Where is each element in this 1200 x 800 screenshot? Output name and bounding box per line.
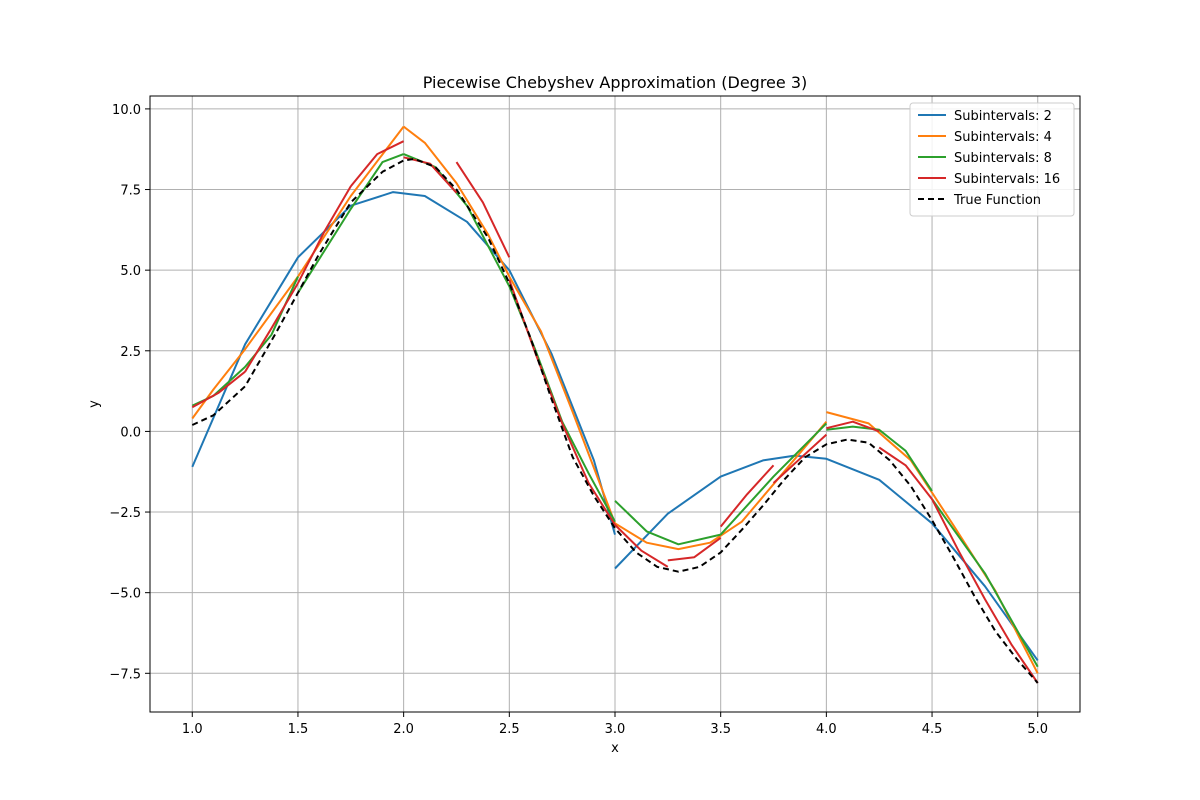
x-tick-label: 1.0 [182, 722, 203, 737]
series-line-subintervals-4 [191, 125, 1039, 674]
legend-item: Subintervals: 2 [918, 109, 1052, 124]
y-tick-label: 5.0 [120, 264, 141, 279]
x-tick-label: 3.5 [710, 722, 731, 737]
y-tick-label: −2.5 [109, 506, 141, 521]
series-subintervals-4 [191, 125, 1039, 674]
x-tick-label: 2.0 [393, 722, 414, 737]
y-tick-label: 7.5 [120, 184, 141, 199]
legend-item: Subintervals: 4 [918, 130, 1052, 145]
y-tick-label: 0.0 [120, 425, 141, 440]
legend-item: True Function [918, 193, 1041, 208]
x-tick-label: 1.5 [288, 722, 309, 737]
legend-label: Subintervals: 4 [954, 130, 1052, 145]
x-tick-label: 2.5 [499, 722, 520, 737]
legend-item: Subintervals: 8 [918, 151, 1052, 166]
y-tick-label: −5.0 [109, 587, 141, 602]
legend: Subintervals: 2 Subintervals: 4 Subinterva… [909, 102, 1075, 217]
series-subintervals-2 [191, 191, 1039, 661]
y-tick-label: −7.5 [109, 667, 141, 682]
series-line-true-function [191, 157, 1039, 684]
legend-label: True Function [953, 193, 1041, 208]
axis-ticks: 1.0 1.5 2.0 2.5 3.0 3.5 4.0 4.5 5.0 −7.5 −5.0 −2.5 0… [109, 103, 1048, 737]
legend-label: Subintervals: 16 [954, 172, 1060, 187]
plot-lines [191, 125, 1039, 684]
legend-label: Subintervals: 2 [954, 109, 1052, 124]
x-axis-label: x [611, 741, 619, 756]
y-axis-label: y [87, 400, 102, 408]
legend-item: Subintervals: 16 [918, 172, 1060, 187]
legend-label: Subintervals: 8 [954, 151, 1052, 166]
x-tick-label: 4.5 [922, 722, 943, 737]
series-line-subintervals-16 [191, 140, 1039, 684]
x-tick-label: 4.0 [816, 722, 837, 737]
x-tick-label: 3.0 [605, 722, 626, 737]
y-tick-label: 10.0 [112, 103, 141, 118]
legend-box [909, 102, 1075, 217]
x-tick-label: 5.0 [1027, 722, 1048, 737]
series-line-subintervals-2 [191, 191, 1039, 661]
series-subintervals-16 [191, 140, 1039, 684]
y-tick-label: 2.5 [120, 345, 141, 360]
chart-title: Piecewise Chebyshev Approximation (Degre… [423, 73, 807, 92]
series-true-function [191, 157, 1039, 684]
